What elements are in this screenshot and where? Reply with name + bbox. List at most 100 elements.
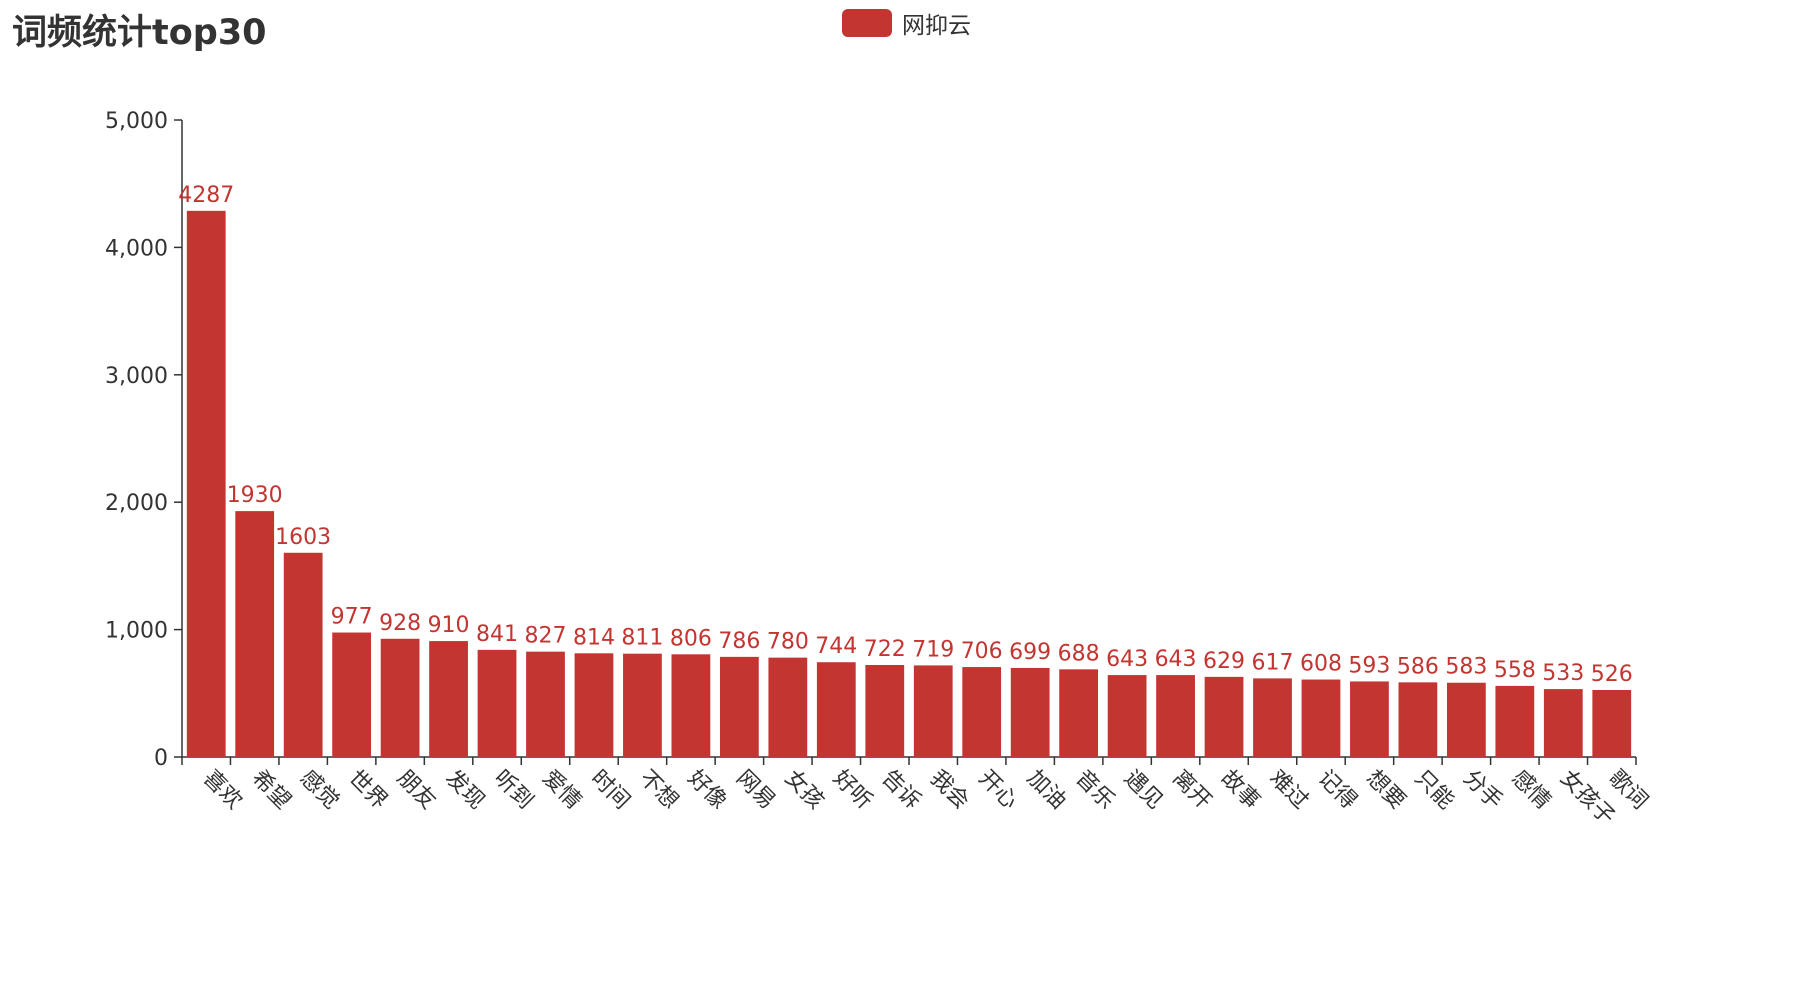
- bar-value-label: 688: [1058, 641, 1100, 666]
- bar[interactable]: [477, 649, 517, 757]
- x-axis: 喜欢 希望 感觉 世界 朋友 发现 听到 爱情 时间 不想 好像 网易 女孩 好听 告诉 我会 开心 加油 音乐 遇见…: [181, 756, 1652, 830]
- x-tick-label: 世界: [343, 766, 392, 815]
- bar-value-label: 558: [1494, 658, 1536, 683]
- bar-value-label: 643: [1155, 647, 1197, 672]
- bar[interactable]: [1446, 682, 1486, 757]
- x-tick-label: 爱情: [537, 766, 586, 815]
- bar[interactable]: [671, 654, 711, 757]
- bar[interactable]: [1059, 669, 1099, 757]
- x-tick-label: 离开: [1167, 766, 1216, 815]
- bar[interactable]: [1398, 682, 1438, 757]
- bar-value-label: 586: [1397, 654, 1439, 679]
- bar-value-label: 811: [621, 626, 663, 651]
- y-axis: 0 1,000 2,000 3,000 4,000 5,000: [105, 109, 183, 771]
- bar-value-label: 977: [331, 605, 373, 630]
- bar[interactable]: [719, 656, 759, 757]
- x-tick-label: 喜欢: [198, 766, 247, 815]
- bar[interactable]: [1543, 689, 1583, 757]
- y-tick-label: 5,000: [105, 109, 168, 134]
- bar-value-label: 841: [476, 622, 518, 647]
- bar-value-label: 786: [718, 629, 760, 654]
- x-tick-label: 分手: [1458, 766, 1507, 815]
- x-tick-label: 记得: [1313, 766, 1362, 815]
- bar-value-label: 780: [767, 630, 809, 655]
- legend[interactable]: 网抑云: [842, 8, 971, 39]
- bar[interactable]: [283, 552, 323, 757]
- bar-value-label: 719: [912, 637, 954, 662]
- bar[interactable]: [1301, 679, 1341, 757]
- x-tick-label: 朋友: [392, 766, 441, 815]
- bar[interactable]: [865, 665, 905, 757]
- legend-swatch: [842, 9, 892, 37]
- bars: [186, 210, 1632, 758]
- x-tick-label: 女孩子: [1555, 766, 1619, 830]
- bar[interactable]: [186, 210, 226, 758]
- bar[interactable]: [1010, 667, 1050, 757]
- bar-value-label: 928: [379, 611, 421, 636]
- bar-value-label: 617: [1252, 650, 1294, 675]
- x-tick-label: 音乐: [1070, 766, 1119, 815]
- bar[interactable]: [332, 632, 372, 757]
- y-tick-label: 1,000: [105, 619, 168, 644]
- x-tick-label: 开心: [973, 766, 1022, 815]
- bar[interactable]: [429, 641, 468, 757]
- x-tick-label: 感觉: [295, 766, 344, 815]
- bar[interactable]: [1107, 675, 1147, 757]
- bar[interactable]: [962, 667, 1002, 757]
- x-tick-label: 不想: [634, 766, 683, 815]
- data-labels: 4287 1930 1603 977 928 910 841 827 814 811 806 786 7…: [178, 183, 1633, 687]
- bar-value-label: 533: [1542, 661, 1584, 686]
- y-tick-label: 3,000: [105, 364, 168, 389]
- bar[interactable]: [1156, 675, 1195, 757]
- legend-label: 网抑云: [902, 13, 971, 39]
- bar[interactable]: [574, 653, 614, 757]
- bar-value-label: 814: [573, 625, 615, 650]
- bar-value-label: 806: [670, 626, 712, 651]
- bar-value-label: 1930: [227, 483, 283, 508]
- bar-value-label: 643: [1106, 647, 1148, 672]
- bar-value-label: 629: [1203, 649, 1245, 674]
- x-tick-label: 故事: [1216, 766, 1265, 815]
- bar[interactable]: [1350, 681, 1389, 757]
- y-tick-label: 0: [154, 746, 168, 771]
- x-tick-label: 遇见: [1119, 766, 1168, 815]
- bar-value-label: 910: [428, 613, 470, 638]
- bar-value-label: 1603: [275, 525, 331, 550]
- bar-value-label: 583: [1445, 655, 1487, 680]
- bar-value-label: 706: [961, 639, 1003, 664]
- x-tick-label: 想要: [1361, 766, 1410, 815]
- chart-title: 词频统计top30: [12, 13, 267, 53]
- bar-value-label: 593: [1348, 653, 1390, 678]
- bar[interactable]: [768, 657, 808, 757]
- x-tick-label: 好像: [683, 766, 732, 815]
- bar[interactable]: [380, 638, 420, 757]
- x-tick-label: 女孩: [780, 766, 829, 815]
- bar-value-label: 608: [1300, 652, 1342, 677]
- bar-value-label: 4287: [178, 183, 234, 208]
- x-tick-label: 希望: [246, 766, 295, 815]
- x-tick-label: 告诉: [877, 766, 926, 815]
- bar[interactable]: [1204, 676, 1244, 757]
- bar-value-label: 744: [815, 634, 857, 659]
- bar[interactable]: [816, 662, 856, 757]
- bar[interactable]: [526, 651, 565, 757]
- bar[interactable]: [1592, 689, 1632, 757]
- bar[interactable]: [235, 511, 275, 757]
- x-tick-label: 感情: [1507, 766, 1556, 815]
- x-tick-label: 听到: [489, 766, 538, 815]
- x-tick-label: 好听: [828, 766, 877, 815]
- bar[interactable]: [1495, 685, 1535, 757]
- x-tick-label: 只能: [1410, 766, 1459, 815]
- bar-value-label: 699: [1009, 640, 1051, 665]
- x-tick-label: 加油: [1022, 766, 1071, 815]
- y-tick-label: 4,000: [105, 236, 168, 261]
- y-tick-label: 2,000: [105, 491, 168, 516]
- bar[interactable]: [913, 665, 953, 757]
- x-tick-label: 网易: [731, 766, 780, 815]
- x-tick-label: 我会: [925, 766, 974, 815]
- bar-value-label: 526: [1591, 662, 1633, 687]
- bar[interactable]: [623, 653, 662, 757]
- bar-value-label: 827: [525, 624, 567, 649]
- x-tick-label: 发现: [440, 766, 489, 815]
- bar[interactable]: [1253, 678, 1292, 757]
